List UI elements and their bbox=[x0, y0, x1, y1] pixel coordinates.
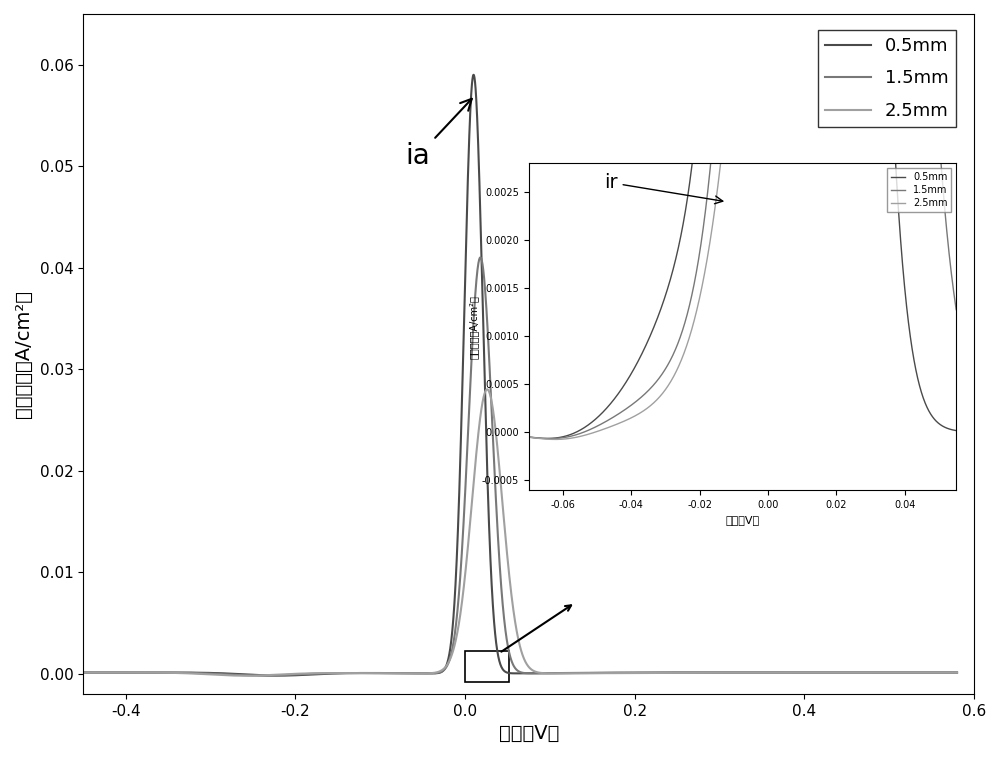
2.5mm bbox=[730, 668, 742, 678]
2.5mm bbox=[236, 671, 248, 681]
2.5mm bbox=[239, 671, 251, 681]
1.5mm bbox=[411, 668, 423, 678]
2.5mm bbox=[411, 669, 423, 678]
2.5mm bbox=[481, 385, 493, 394]
0.5mm bbox=[951, 668, 963, 677]
0.5mm bbox=[730, 668, 742, 677]
1.5mm bbox=[256, 671, 268, 681]
Line: 1.5mm: 1.5mm bbox=[83, 257, 957, 676]
1.5mm bbox=[77, 668, 89, 677]
2.5mm bbox=[602, 668, 614, 678]
1.5mm bbox=[236, 671, 248, 680]
1.5mm bbox=[796, 668, 808, 677]
0.5mm bbox=[646, 668, 658, 677]
2.5mm bbox=[77, 668, 89, 677]
Line: 2.5mm: 2.5mm bbox=[83, 389, 957, 676]
0.5mm bbox=[468, 70, 480, 79]
0.5mm bbox=[796, 668, 808, 677]
Legend: 0.5mm, 1.5mm, 2.5mm: 0.5mm, 1.5mm, 2.5mm bbox=[818, 30, 956, 127]
1.5mm bbox=[646, 668, 658, 678]
0.5mm bbox=[411, 668, 423, 678]
0.5mm bbox=[273, 671, 285, 680]
1.5mm bbox=[730, 668, 742, 677]
0.5mm bbox=[77, 668, 89, 677]
1.5mm bbox=[474, 253, 486, 262]
0.5mm bbox=[236, 670, 248, 679]
1.5mm bbox=[602, 668, 614, 678]
X-axis label: 电压（V）: 电压（V） bbox=[499, 724, 559, 743]
Y-axis label: 电流密度（A/cm²）: 电流密度（A/cm²） bbox=[14, 290, 33, 418]
2.5mm bbox=[646, 668, 658, 678]
1.5mm bbox=[951, 668, 963, 677]
Text: ia: ia bbox=[406, 99, 472, 170]
2.5mm bbox=[951, 668, 963, 677]
Bar bbox=[465, 651, 509, 681]
Line: 0.5mm: 0.5mm bbox=[83, 75, 957, 675]
2.5mm bbox=[796, 668, 808, 677]
0.5mm bbox=[602, 668, 614, 678]
